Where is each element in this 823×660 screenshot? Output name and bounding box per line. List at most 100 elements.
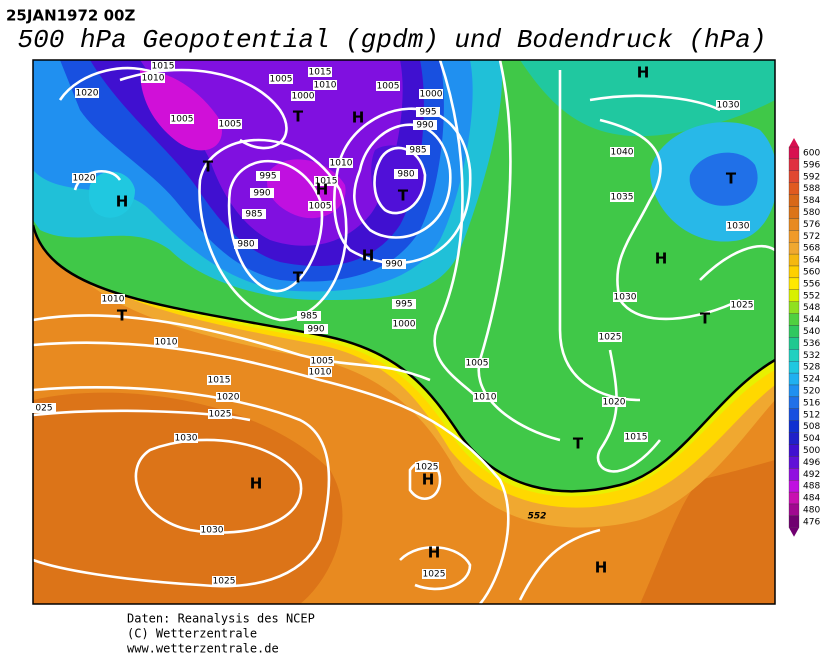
label-box — [250, 188, 274, 198]
label-box — [716, 100, 740, 110]
colorbar-label: 476 — [803, 517, 820, 527]
isobar-label: 985 — [409, 146, 426, 156]
colorbar-label: 516 — [803, 398, 820, 408]
label-box — [297, 311, 321, 321]
colorbar-label: 488 — [803, 482, 820, 492]
colorbar-label: 576 — [803, 220, 820, 230]
date: 25JAN1972 00Z — [6, 7, 135, 25]
colorbar-swatch — [788, 182, 800, 195]
isobar-label: 1010 — [142, 74, 165, 84]
colorbar-swatch — [788, 146, 800, 160]
label-box — [242, 209, 266, 219]
label-box — [329, 158, 353, 168]
label-box — [624, 432, 648, 442]
colorbar-swatch — [788, 265, 800, 279]
pressure-center: H — [637, 64, 650, 82]
isobar-label: 985 — [245, 210, 262, 220]
label-box — [154, 337, 178, 347]
isobar-label: 1015 — [309, 68, 332, 78]
label-box — [310, 356, 334, 366]
colorbar-label: 524 — [803, 375, 820, 385]
label-box — [726, 221, 750, 231]
isobar-label: 1010 — [309, 368, 332, 378]
label-box — [465, 358, 489, 368]
isobar-label: 1010 — [474, 393, 497, 403]
label-box — [216, 392, 240, 402]
colorbar-label: 600 — [803, 148, 820, 158]
isobar-label: 985 — [300, 312, 317, 322]
colorbar-label: 560 — [803, 267, 820, 277]
colorbar-label: 504 — [803, 434, 820, 444]
colorbar-swatch — [788, 420, 800, 433]
colorbar-label: 568 — [803, 244, 820, 254]
isobar-label: 025 — [35, 404, 52, 414]
colorbar-swatch — [788, 277, 800, 290]
pressure-center: T — [117, 307, 128, 325]
pressure-center: T — [293, 269, 304, 287]
label-box — [207, 375, 231, 385]
label-box — [256, 171, 280, 181]
label-box — [151, 61, 175, 71]
isobar-label: 1015 — [208, 376, 231, 386]
pressure-center: H — [116, 193, 129, 211]
isobar-label: 1025 — [599, 333, 622, 343]
label-box — [413, 120, 437, 130]
colorbar-swatch — [788, 408, 800, 421]
label-box — [308, 367, 332, 377]
colorbar-label: 484 — [803, 494, 820, 504]
colorbar-swatch — [788, 170, 800, 183]
map-frame — [32, 59, 776, 605]
label-box — [416, 107, 440, 117]
colorbar-swatch — [788, 230, 800, 243]
colorbar-swatch — [788, 313, 800, 326]
label-box — [392, 319, 416, 329]
colorbar-label: 536 — [803, 339, 820, 349]
isobar-label: 1025 — [423, 570, 446, 580]
credit-line: (C) Wetterzentrale — [127, 627, 257, 641]
colorbar-swatch — [788, 503, 800, 517]
colorbar-swatch — [788, 444, 800, 457]
pressure-center: H — [362, 247, 375, 265]
isobar-label: 1010 — [330, 159, 353, 169]
label-box — [200, 525, 224, 535]
isobar-label: 1015 — [625, 433, 648, 443]
pressure-center: H — [595, 559, 608, 577]
label-box — [212, 576, 236, 586]
isobar-label: 1000 — [292, 92, 315, 102]
colorbar-swatch — [788, 218, 800, 231]
label-box — [304, 324, 328, 334]
contour-label: 552 — [528, 512, 547, 522]
colorbar-label: 588 — [803, 184, 820, 194]
pressure-center: T — [293, 108, 304, 126]
isobar-label: 1005 — [309, 202, 332, 212]
isobar-label: 1005 — [171, 115, 194, 125]
colorbar-swatch — [788, 206, 800, 219]
isobar-label: 1010 — [102, 295, 125, 305]
isobar-label: 1010 — [314, 81, 337, 91]
colorbar-label: 564 — [803, 256, 820, 266]
colorbar-label: 552 — [803, 291, 820, 301]
isobar-label: 990 — [385, 260, 402, 270]
label-box — [101, 294, 125, 304]
label-box — [72, 173, 96, 183]
colorbar-swatch — [788, 325, 800, 338]
pressure-center: T — [398, 187, 409, 205]
label-box — [394, 169, 418, 179]
colorbar-swatch — [788, 253, 800, 267]
isobar-label: 990 — [416, 121, 433, 131]
colorbar-swatch — [788, 491, 800, 505]
label-box — [75, 88, 99, 98]
label-box — [602, 397, 626, 407]
pressure-center: H — [422, 471, 435, 489]
colorbar-swatch — [788, 384, 800, 398]
colorbar-cap — [789, 138, 799, 147]
colorbar-swatch — [788, 456, 800, 469]
pressure-center: T — [700, 310, 711, 328]
colorbar-swatch — [788, 361, 800, 374]
isobar-label: 1015 — [315, 177, 338, 187]
isobar-label: 1030 — [717, 101, 740, 111]
label-box — [415, 462, 439, 472]
label-box — [610, 192, 634, 202]
